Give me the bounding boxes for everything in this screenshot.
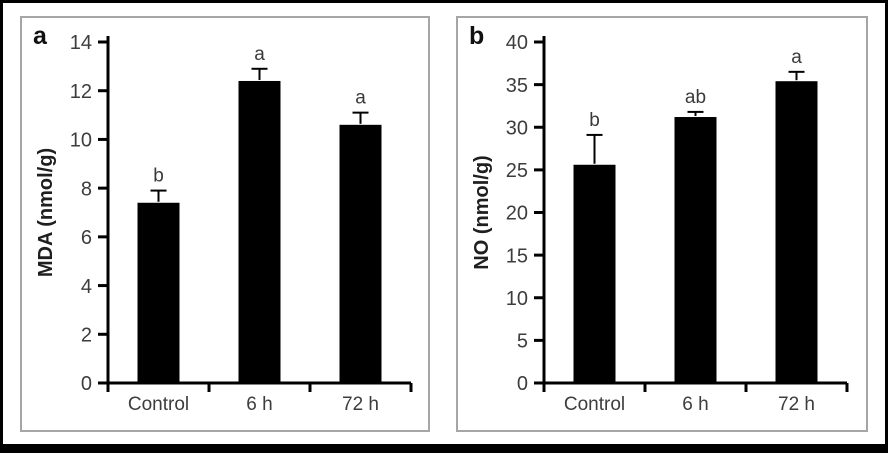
y-tick-label: 14 — [70, 32, 92, 54]
y-tick-label: 4 — [81, 276, 92, 298]
bar — [339, 124, 382, 384]
panel-b-letter: b — [469, 22, 485, 50]
significance-letter: b — [589, 110, 600, 131]
x-category-label: 72 h — [778, 394, 815, 415]
x-category-label: 6 h — [246, 394, 272, 415]
y-tick-label: 25 — [506, 160, 528, 182]
y-tick-label: 0 — [81, 373, 92, 395]
bar — [238, 80, 281, 383]
panel-b: b 0 5 10 15 20 25 30 35 40 b Control ab 6 h a 72 h NO (… — [456, 16, 868, 432]
y-tick-label: 30 — [506, 117, 528, 139]
y-tick-label: 8 — [81, 178, 92, 200]
significance-letter: b — [153, 166, 164, 187]
y-tick-label: 10 — [70, 130, 92, 152]
significance-letter: a — [254, 44, 265, 65]
bar — [775, 81, 818, 383]
y-tick-label: 40 — [506, 32, 528, 54]
y-tick-label: 10 — [506, 288, 528, 310]
bar — [573, 164, 616, 383]
y-tick-label: 0 — [517, 373, 528, 395]
panel-a-letter: a — [33, 22, 47, 50]
y-axis-title: NO (nmol/g) — [471, 155, 493, 269]
y-tick-label: 5 — [517, 331, 528, 353]
x-category-label: 72 h — [342, 394, 379, 415]
bar — [674, 117, 717, 384]
x-category-label: Control — [564, 394, 625, 415]
no-bar-chart: 0 5 10 15 20 25 30 35 40 b Control ab 6 h a 72 h NO (nm… — [471, 32, 849, 415]
y-tick-label: 15 — [506, 245, 528, 267]
x-category-label: Control — [128, 394, 189, 415]
significance-letter: a — [355, 88, 366, 109]
significance-letter: ab — [685, 87, 706, 108]
significance-letter: a — [791, 47, 802, 68]
y-axis-title: MDA (nmol/g) — [35, 148, 57, 277]
panel-a: a 0 2 4 6 8 10 12 14 b Control a 6 h a 72 h MDA (nmol/… — [20, 16, 430, 432]
y-tick-label: 12 — [70, 81, 92, 103]
mda-bar-chart: 0 2 4 6 8 10 12 14 b Control a 6 h a 72 h MDA (nmol/g) — [35, 32, 413, 415]
y-tick-label: 6 — [81, 227, 92, 249]
y-tick-label: 20 — [506, 203, 528, 225]
y-tick-label: 35 — [506, 75, 528, 97]
x-category-label: 6 h — [682, 394, 708, 415]
y-tick-label: 2 — [81, 324, 92, 346]
bar — [137, 202, 180, 383]
